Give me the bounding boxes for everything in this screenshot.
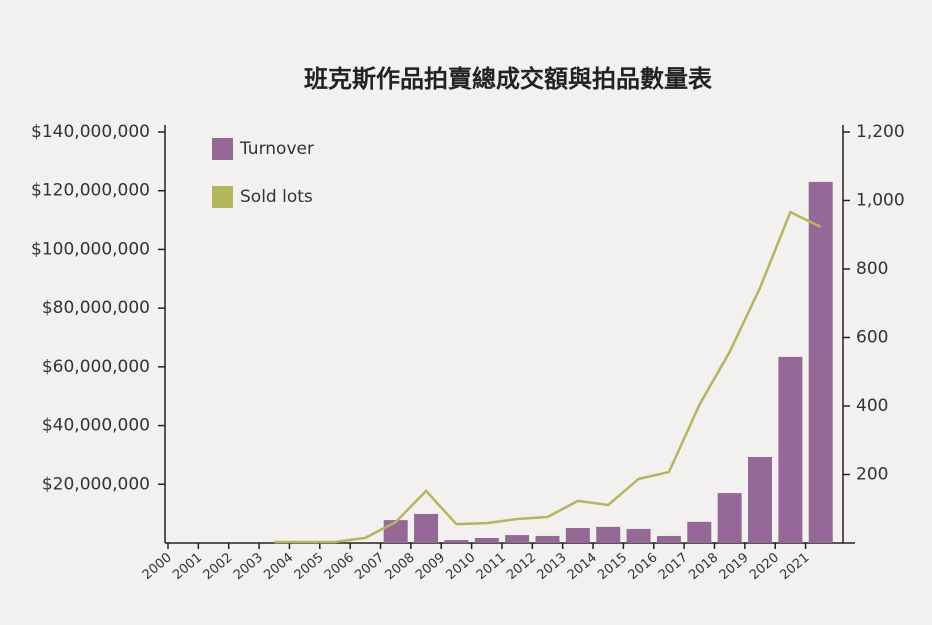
y-tick-label: $80,000,000 bbox=[42, 298, 150, 318]
y2-tick-label: 200 bbox=[856, 465, 888, 485]
y-tick-label: $60,000,000 bbox=[42, 357, 150, 377]
bar bbox=[717, 493, 742, 543]
legend-label: Turnover bbox=[239, 139, 314, 159]
bar bbox=[444, 540, 469, 543]
y-tick-label: $40,000,000 bbox=[42, 416, 150, 436]
bar bbox=[565, 528, 590, 543]
bar bbox=[687, 521, 712, 543]
chart-title: 班克斯作品拍賣總成交額與拍品數量表 bbox=[304, 65, 713, 93]
legend-swatch bbox=[212, 186, 233, 208]
y-tick-label: $100,000,000 bbox=[31, 239, 150, 259]
bar bbox=[383, 520, 408, 543]
y2-tick-label: 600 bbox=[856, 328, 888, 348]
legend-swatch bbox=[212, 138, 233, 160]
y2-tick-label: 1,200 bbox=[856, 122, 905, 142]
bar bbox=[535, 535, 560, 543]
bar bbox=[414, 513, 439, 543]
y2-tick-label: 400 bbox=[856, 396, 888, 416]
y-tick-label: $140,000,000 bbox=[31, 122, 150, 142]
legend-label: Sold lots bbox=[240, 187, 313, 207]
y-tick-label: $20,000,000 bbox=[42, 474, 150, 494]
line bbox=[274, 210, 822, 544]
bar bbox=[596, 526, 621, 543]
y-tick-label: $120,000,000 bbox=[31, 181, 150, 201]
bar bbox=[626, 528, 651, 543]
bar bbox=[505, 535, 530, 543]
bar bbox=[656, 535, 681, 543]
bar bbox=[474, 538, 499, 543]
bar bbox=[808, 181, 833, 543]
y2-tick-label: 1,000 bbox=[856, 191, 905, 211]
y2-tick-label: 800 bbox=[856, 259, 888, 279]
bar bbox=[778, 356, 803, 543]
bar bbox=[748, 456, 773, 543]
